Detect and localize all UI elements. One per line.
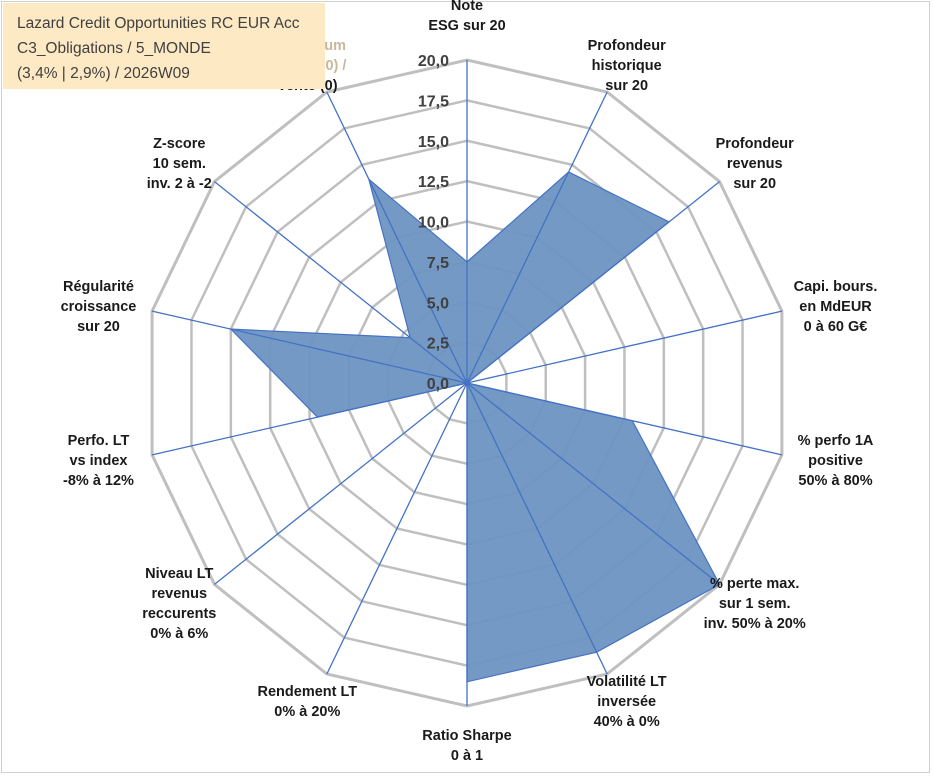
category-label: Régularité croissance sur 20 — [61, 279, 137, 335]
category-label-line: Profondeur — [588, 38, 666, 54]
category-label-line: Rendement LT — [258, 684, 358, 700]
tick-label: 17,5 — [418, 93, 449, 110]
tick-label: 5,0 — [427, 295, 449, 312]
category-label-line: historique — [592, 58, 662, 74]
category-label: % perfo 1A positive 50% à 80% — [798, 433, 874, 489]
category-label-line: croissance — [61, 299, 137, 315]
axis-spoke — [326, 382, 468, 675]
radar-spokes — [151, 60, 783, 706]
tick-label: 12,5 — [418, 174, 449, 191]
category-label-line: % perte max. — [710, 576, 799, 592]
category-label: Profondeur historique sur 20 — [588, 38, 666, 94]
category-label-line: Capi. bours. — [794, 279, 878, 295]
axis-spoke — [214, 382, 468, 585]
category-label: % perte max. sur 1 sem. inv. 50% à 20% — [704, 576, 806, 632]
tick-label: 2,5 — [427, 336, 449, 353]
category-label-line: Ratio Sharpe — [422, 728, 511, 744]
axis-spoke — [326, 91, 468, 384]
category-label-line: Régularité — [63, 279, 134, 295]
category-label-line: Note — [451, 0, 483, 14]
tick-label: 15,0 — [418, 134, 449, 151]
tick-label: 20,0 — [418, 53, 449, 70]
category-label-line: revenus — [151, 586, 207, 602]
category-label: Capi. bours. en MdEUR 0 à 60 G€ — [794, 279, 878, 335]
category-label-line: Niveau LT — [145, 566, 213, 582]
category-label-line: 10 sem. — [153, 156, 206, 172]
category-label-line: sur 20 — [733, 176, 776, 192]
category-label-line: 0% à 20% — [274, 704, 340, 720]
tick-label: 10,0 — [418, 215, 449, 232]
category-label-line: 40% à 0% — [594, 714, 660, 730]
category-label-line: sur 1 sem. — [719, 596, 791, 612]
category-label: Niveau LT revenus reccurents 0% à 6% — [142, 566, 216, 642]
category-label-line: % perfo 1A — [798, 433, 874, 449]
radar-tick-labels: 0,0 2,5 5,0 7,5 10,0 12,5 15,0 17,5 20,0 — [418, 53, 449, 393]
tick-label: 0,0 — [427, 376, 449, 393]
category-label: Volatilité LT inversée 40% à 0% — [587, 674, 667, 730]
category-label-line: 0 à 1 — [451, 748, 483, 764]
category-label-line: en MdEUR — [799, 299, 872, 315]
category-label: Ratio Sharpe 0 à 1 — [422, 728, 511, 764]
axis-spoke — [466, 382, 720, 585]
category-label-line: reccurents — [142, 606, 216, 622]
axis-spoke — [214, 181, 468, 384]
fund-info-box: Lazard Credit Opportunities RC EUR Acc C… — [3, 3, 325, 89]
category-label-line: revenus — [727, 156, 783, 172]
category-label-line: ESG sur 20 — [428, 18, 505, 34]
axis-spoke — [466, 310, 783, 384]
fund-category: C3_Obligations / 5_MONDE — [17, 40, 211, 57]
axis-spoke — [466, 382, 783, 456]
category-label: Profondeur revenus sur 20 — [716, 136, 794, 192]
fund-stats-week: (3,4% | 2,9%) / 2026W09 — [17, 65, 190, 82]
category-label: Perfo. LT vs index -8% à 12% — [63, 433, 134, 489]
tick-label: 7,5 — [427, 255, 449, 272]
category-label: Rendement LT 0% à 20% — [258, 684, 358, 720]
category-label-line: Volatilité LT — [587, 674, 667, 690]
category-label-line: inv. 2 à -2 — [147, 176, 212, 192]
axis-spoke — [151, 382, 468, 456]
category-label: Z-score 10 sem. inv. 2 à -2 — [147, 136, 212, 192]
radar-category-labels: Note ESG sur 20 Profondeur historique sur 20… — [61, 0, 878, 764]
category-label: Note ESG sur 20 — [428, 0, 505, 34]
axis-spoke — [466, 181, 720, 384]
category-label-line: -8% à 12% — [63, 473, 134, 489]
category-label-line: sur 20 — [605, 78, 648, 94]
fund-name: Lazard Credit Opportunities RC EUR Acc — [17, 15, 300, 32]
category-label-line: Z-score — [153, 136, 205, 152]
category-label-line: positive — [808, 453, 863, 469]
axis-spoke — [151, 310, 468, 384]
axis-spoke — [466, 382, 608, 675]
category-label-line: Profondeur — [716, 136, 794, 152]
category-label-line: Perfo. LT — [68, 433, 130, 449]
category-label-line: inversée — [597, 694, 656, 710]
axis-spoke — [466, 91, 608, 384]
category-label-line: 0 à 60 G€ — [804, 319, 868, 335]
category-label-line: 0% à 6% — [150, 626, 208, 642]
category-label-line: inv. 50% à 20% — [704, 616, 806, 632]
category-label-line: 50% à 80% — [798, 473, 872, 489]
category-label-line: sur 20 — [77, 319, 120, 335]
category-label-line: vs index — [69, 453, 127, 469]
